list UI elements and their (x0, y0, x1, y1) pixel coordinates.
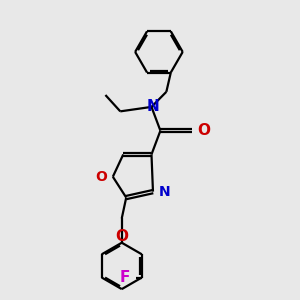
Text: N: N (147, 99, 159, 114)
Text: F: F (120, 270, 130, 285)
Text: O: O (197, 123, 210, 138)
Text: O: O (96, 170, 107, 184)
Text: O: O (115, 229, 128, 244)
Text: N: N (158, 184, 170, 199)
